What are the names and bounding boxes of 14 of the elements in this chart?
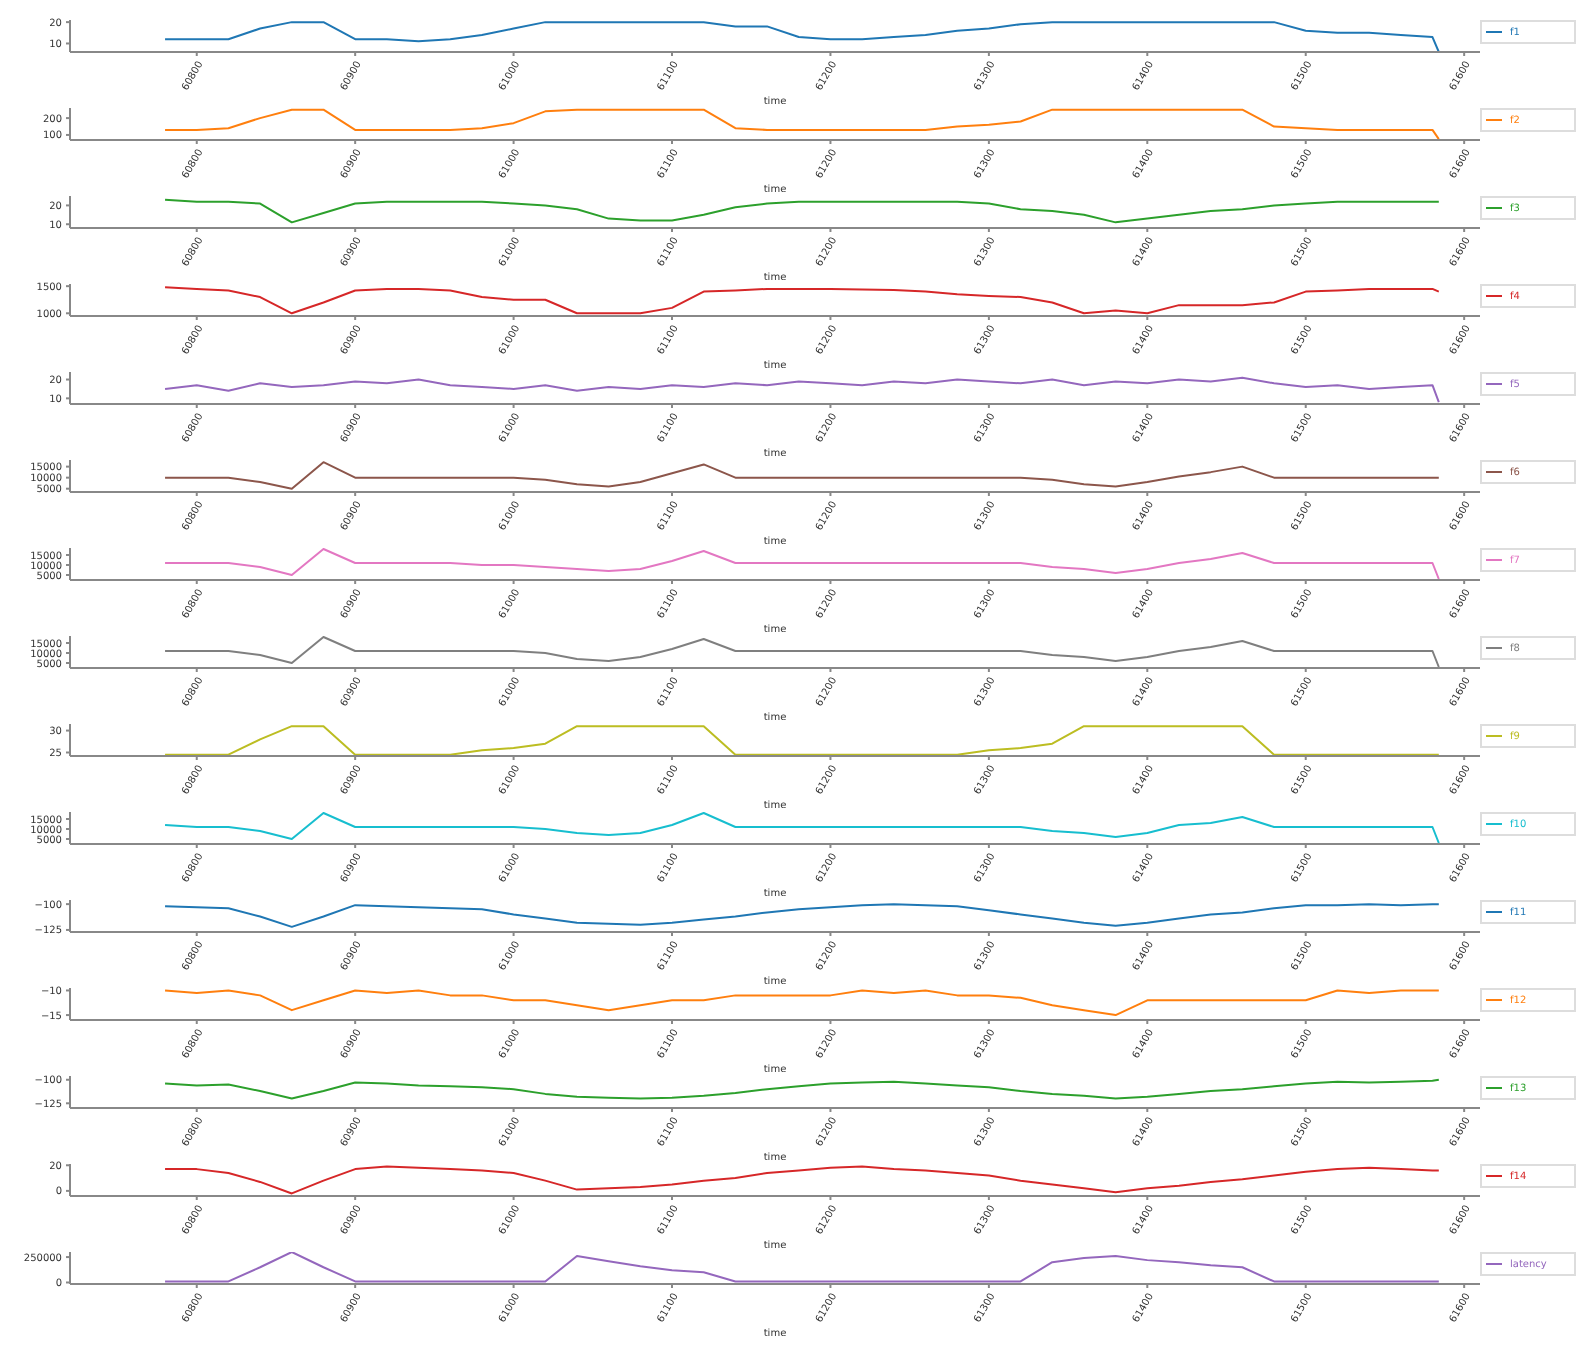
line-series [164,1078,1440,1100]
line-series [164,1165,1440,1195]
line-series [164,1252,1440,1283]
line-series [164,812,1440,844]
line-series [164,461,1440,490]
line-series [164,725,1440,756]
line-series [164,376,1440,404]
line-series [164,903,1440,928]
line-series [164,108,1440,140]
line-series [164,548,1440,580]
line-series [164,989,1440,1017]
line-series [164,286,1440,315]
line-series [164,198,1440,224]
line-series [164,21,1440,52]
